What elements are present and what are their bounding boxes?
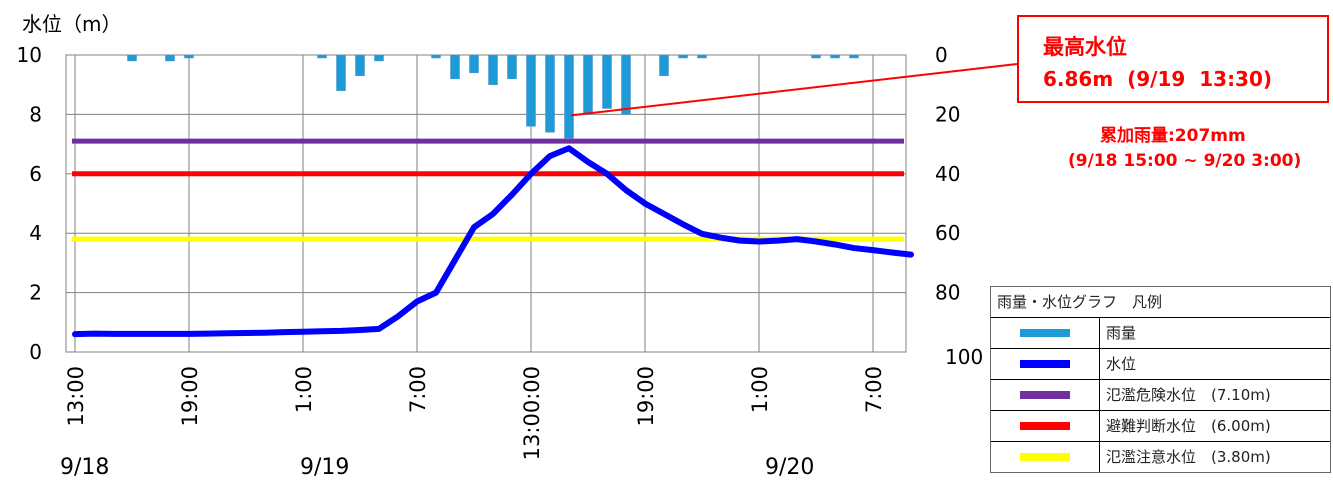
- x-tick-label: 7:00: [406, 366, 430, 413]
- rainfall-bar: [678, 54, 688, 59]
- legend-item: 水位: [991, 349, 1330, 380]
- water-level-line: [72, 145, 914, 338]
- date-label-2: 9/19: [300, 455, 350, 480]
- rainfall-bar: [450, 54, 460, 80]
- y-right-tick-label: 0: [935, 43, 948, 67]
- legend-swatch-caution: [1020, 453, 1070, 461]
- rainfall-bar: [697, 54, 707, 59]
- legend-label-rainfall: 雨量: [1106, 324, 1137, 342]
- rainfall-bar: [336, 54, 346, 91]
- legend-label-caution: 氾濫注意水位 (3.80m): [1106, 448, 1271, 466]
- cumulative-rainfall-period: (9/18 15:00 ~ 9/20 3:00): [1068, 151, 1302, 171]
- rainfall-bar: [507, 54, 517, 80]
- x-tick-label: 13:00: [64, 366, 88, 427]
- rainfall-bar: [545, 54, 555, 133]
- rainfall-bar: [165, 54, 175, 62]
- date-label-1: 9/18: [60, 455, 110, 480]
- x-tick-label: 1:00: [292, 366, 316, 413]
- y-left-tick-label: 0: [29, 340, 42, 364]
- x-tick-label: 19:00: [178, 366, 202, 427]
- peak-level-detail: 6.86m (9/19 13:30): [1043, 67, 1273, 91]
- rainfall-bar: [184, 54, 194, 59]
- y-left-tick-label: 2: [29, 281, 42, 305]
- x-tick-label: 7:00: [862, 366, 886, 413]
- rainfall-bar: [849, 54, 859, 59]
- rainfall-bar: [317, 54, 327, 59]
- y-right-tick-label: 40: [935, 162, 960, 186]
- callout-leader-line: [570, 63, 1018, 117]
- rainfall-bar: [583, 54, 593, 115]
- legend-swatch-rainfall: [1020, 329, 1070, 337]
- y-right-tick-label: 80: [935, 281, 960, 305]
- legend-item: 氾濫危険水位 (7.10m): [991, 380, 1330, 411]
- legend-title: 雨量・水位グラフ 凡例: [991, 287, 1330, 318]
- rainfall-bar: [659, 54, 669, 77]
- legend-label-danger: 氾濫危険水位 (7.10m): [1106, 386, 1271, 404]
- y-left-axis-label: 水位（m）: [22, 12, 122, 36]
- legend-label-water-level: 水位: [1106, 355, 1137, 373]
- rainfall-bar: [488, 54, 498, 85]
- cumulative-rainfall-total: 累加雨量:207mm: [1100, 126, 1246, 146]
- y-left-tick-label: 8: [29, 102, 42, 126]
- rainfall-bar: [621, 54, 631, 115]
- x-tick-label: 19:00: [634, 366, 658, 427]
- x-tick-label: 1:00: [748, 366, 772, 413]
- rainfall-bar: [602, 54, 612, 109]
- y-right-tick-label: 60: [935, 221, 960, 245]
- rainfall-bar: [355, 54, 365, 77]
- y-right-tick-label: 20: [935, 102, 960, 126]
- cumulative-rainfall-note: 累加雨量:207mm (9/18 15:00 ~ 9/20 3:00): [1068, 124, 1301, 174]
- rainfall-bar: [127, 54, 137, 62]
- plot-area: [65, 54, 907, 353]
- y-left-tick-label: 6: [29, 162, 42, 186]
- rainfall-bar: [526, 54, 536, 127]
- peak-level-callout: 最高水位 6.86m (9/19 13:30): [1017, 15, 1329, 103]
- rainfall-bar: [811, 54, 821, 59]
- legend-swatch-water-level: [1020, 360, 1070, 368]
- rainfall-bar: [830, 54, 840, 59]
- legend-label-evacuation: 避難判断水位 (6.00m): [1106, 417, 1271, 435]
- rainfall-bar: [469, 54, 479, 74]
- legend-item: 避難判断水位 (6.00m): [991, 411, 1330, 442]
- y-left-tick-label: 10: [17, 43, 42, 67]
- x-tick-label: 13:00:00: [520, 366, 544, 460]
- rainfall-bar: [564, 54, 574, 139]
- y-left-tick-label: 4: [29, 221, 42, 245]
- y-right-tick-label: 100: [945, 345, 983, 369]
- legend-swatch-evacuation: [1020, 422, 1070, 430]
- rainfall-bar: [431, 54, 441, 59]
- legend-item: 氾濫注意水位 (3.80m): [991, 442, 1330, 472]
- legend-item: 雨量: [991, 318, 1330, 349]
- chart-legend: 雨量・水位グラフ 凡例 雨量 水位 氾濫危険水位 (7.10m) 避難判断水位 …: [990, 286, 1331, 473]
- legend-swatch-danger: [1020, 391, 1070, 399]
- rainfall-bar: [374, 54, 384, 62]
- date-label-3: 9/20: [765, 455, 815, 480]
- peak-level-title: 最高水位: [1043, 35, 1127, 59]
